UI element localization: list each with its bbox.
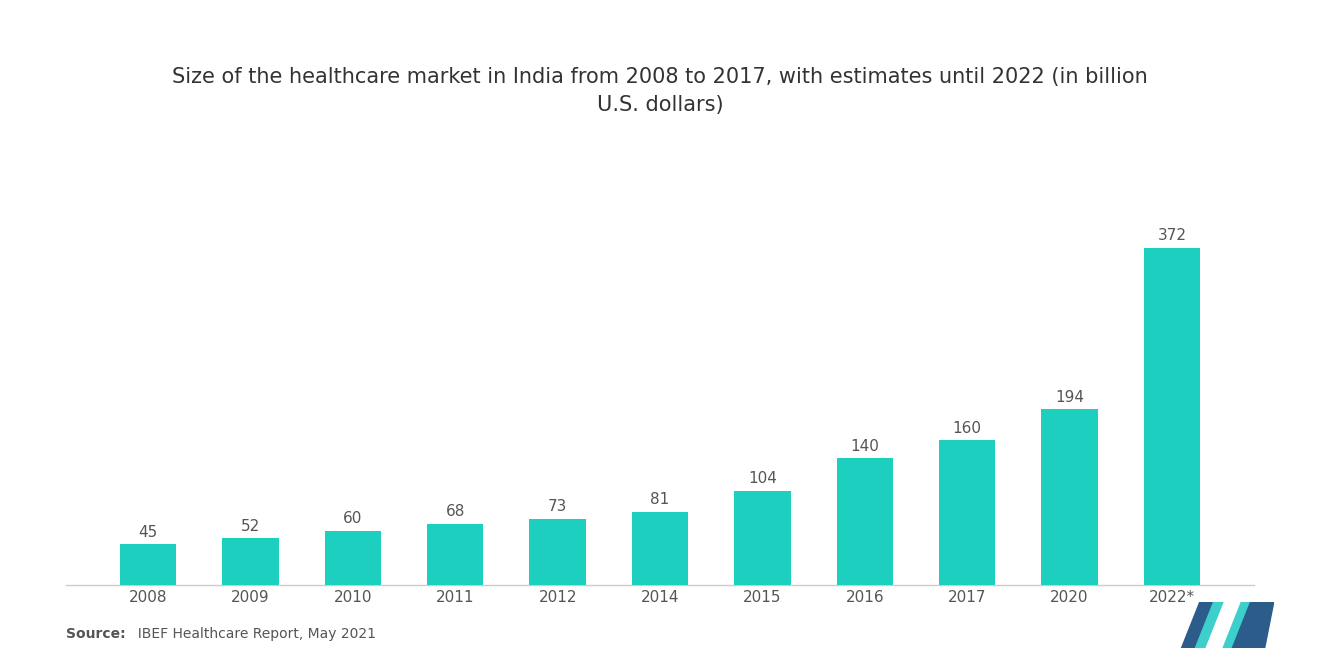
Text: 104: 104 (748, 471, 776, 486)
Bar (529, 519, 586, 585)
Text: 194: 194 (1055, 390, 1084, 405)
Text: 52: 52 (240, 519, 260, 533)
Bar (837, 458, 892, 585)
Bar (939, 440, 995, 585)
Polygon shape (1233, 602, 1265, 648)
Polygon shape (1181, 602, 1214, 648)
Polygon shape (1222, 602, 1251, 648)
Text: 81: 81 (651, 492, 669, 507)
Text: 45: 45 (139, 525, 158, 540)
Text: Size of the healthcare market in India from 2008 to 2017, with estimates until 2: Size of the healthcare market in India f… (172, 66, 1148, 114)
Text: 68: 68 (446, 504, 465, 519)
Polygon shape (1196, 602, 1222, 648)
Bar (1041, 409, 1098, 585)
Text: 60: 60 (343, 511, 363, 526)
Polygon shape (1246, 602, 1274, 648)
Text: 140: 140 (850, 439, 879, 454)
Text: IBEF Healthcare Report, May 2021: IBEF Healthcare Report, May 2021 (129, 627, 376, 642)
Bar (325, 531, 381, 585)
Bar (120, 545, 177, 585)
Bar (428, 523, 483, 585)
Text: 73: 73 (548, 499, 568, 515)
Text: Source:: Source: (66, 627, 125, 642)
Bar (222, 538, 279, 585)
Text: 372: 372 (1158, 228, 1187, 243)
Bar (1143, 248, 1200, 585)
Bar (734, 491, 791, 585)
Bar (632, 512, 688, 585)
Text: 160: 160 (953, 420, 982, 436)
